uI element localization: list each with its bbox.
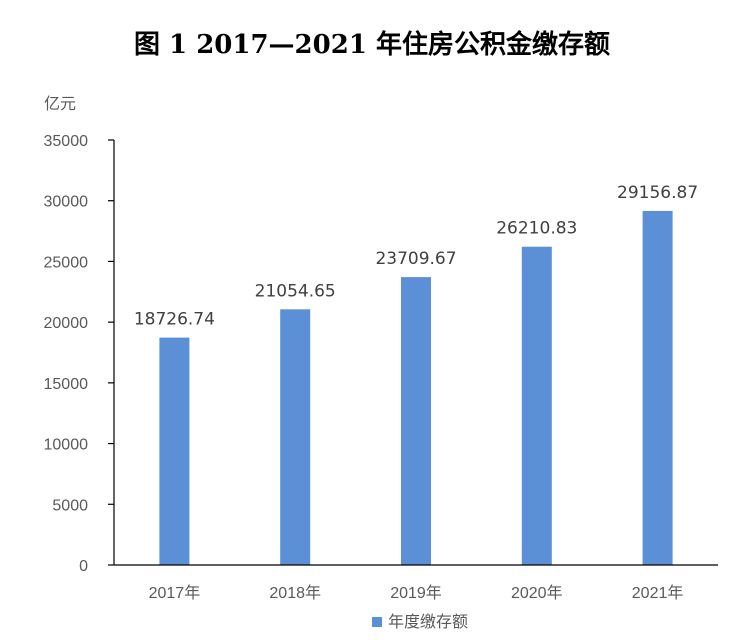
data-labels: 18726.74 21054.65 23709.67 26210.83 29156.87 xyxy=(134,183,698,330)
data-label: 26210.83 xyxy=(496,219,577,239)
x-tick-label: 2017年 xyxy=(149,584,201,602)
data-label: 23709.67 xyxy=(375,249,456,269)
legend: 年度缴存额 xyxy=(372,612,468,631)
x-tick-label: 2019年 xyxy=(390,584,442,602)
bar-series xyxy=(159,210,673,566)
y-tick-label: 0 xyxy=(79,558,88,575)
bar-2019年 xyxy=(401,277,431,565)
y-tick-label: 5000 xyxy=(52,497,88,514)
data-label: 21054.65 xyxy=(255,281,336,301)
data-label: 18726.74 xyxy=(134,310,215,330)
y-tick-label: 30000 xyxy=(44,194,89,211)
y-tick-label: 15000 xyxy=(44,376,89,393)
x-tick-label: 2020年 xyxy=(511,584,563,602)
x-tick-label: 2021年 xyxy=(632,584,684,602)
legend-swatch xyxy=(372,617,382,627)
bar-2018年 xyxy=(280,309,311,565)
chart-title: 图 1 2017—2021 年住房公积金缴存额 xyxy=(134,30,610,60)
x-tick-label: 2018年 xyxy=(269,584,321,602)
y-tick-label: 25000 xyxy=(44,254,89,271)
y-tick-label: 35000 xyxy=(44,133,89,150)
y-tick-label: 10000 xyxy=(44,437,89,454)
bar-2020年 xyxy=(521,246,552,565)
y-axis-unit-label: 亿元 xyxy=(44,94,76,113)
bar-2017年 xyxy=(159,337,190,565)
legend-label: 年度缴存额 xyxy=(388,612,468,631)
y-tick-label: 20000 xyxy=(44,315,89,332)
y-axis-ticks: 0 5000 10000 15000 20000 25000 30000 35000 xyxy=(44,133,114,575)
bar-2021年 xyxy=(642,210,673,566)
data-label: 29156.87 xyxy=(617,183,698,203)
x-axis-ticks: 2017年 2018年 2019年 2020年 2021年 xyxy=(149,584,684,602)
